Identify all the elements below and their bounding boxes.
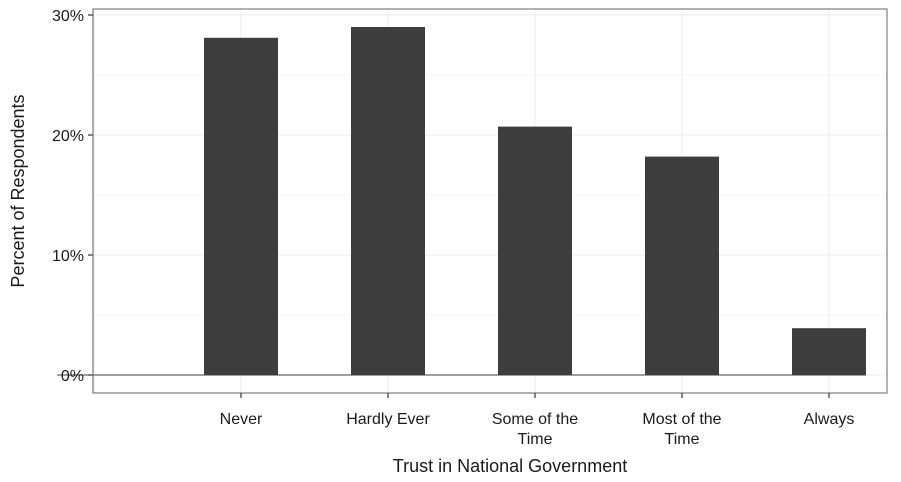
x-tick-label: Some of the Time xyxy=(492,411,578,448)
y-tick-label: 30% xyxy=(52,8,84,25)
y-axis: 0% 10% 20% 30% xyxy=(52,8,93,385)
y-tick-label: 20% xyxy=(52,128,84,145)
x-axis-title: Trust in National Government xyxy=(393,456,627,476)
bar-most-of-the-time xyxy=(645,156,719,375)
x-tick-label: Hardly Ever xyxy=(346,411,430,428)
y-axis-title: Percent of Respondents xyxy=(8,94,28,287)
bar-never xyxy=(204,37,278,376)
y-tick-label: 0% xyxy=(61,368,84,385)
bar-hardly-ever xyxy=(351,27,425,375)
x-tick-label: Never xyxy=(220,411,263,428)
panel-border xyxy=(92,8,888,394)
y-tick-label: 10% xyxy=(52,248,84,265)
x-tick-label: Most of the Time xyxy=(642,411,721,448)
bar-always xyxy=(792,328,866,375)
x-tick-label: Always xyxy=(804,411,855,428)
bar-some-of-the-time xyxy=(498,126,572,375)
x-axis: Never Hardly Ever Some of the Time Most of t… xyxy=(220,393,855,448)
bars xyxy=(204,27,866,376)
